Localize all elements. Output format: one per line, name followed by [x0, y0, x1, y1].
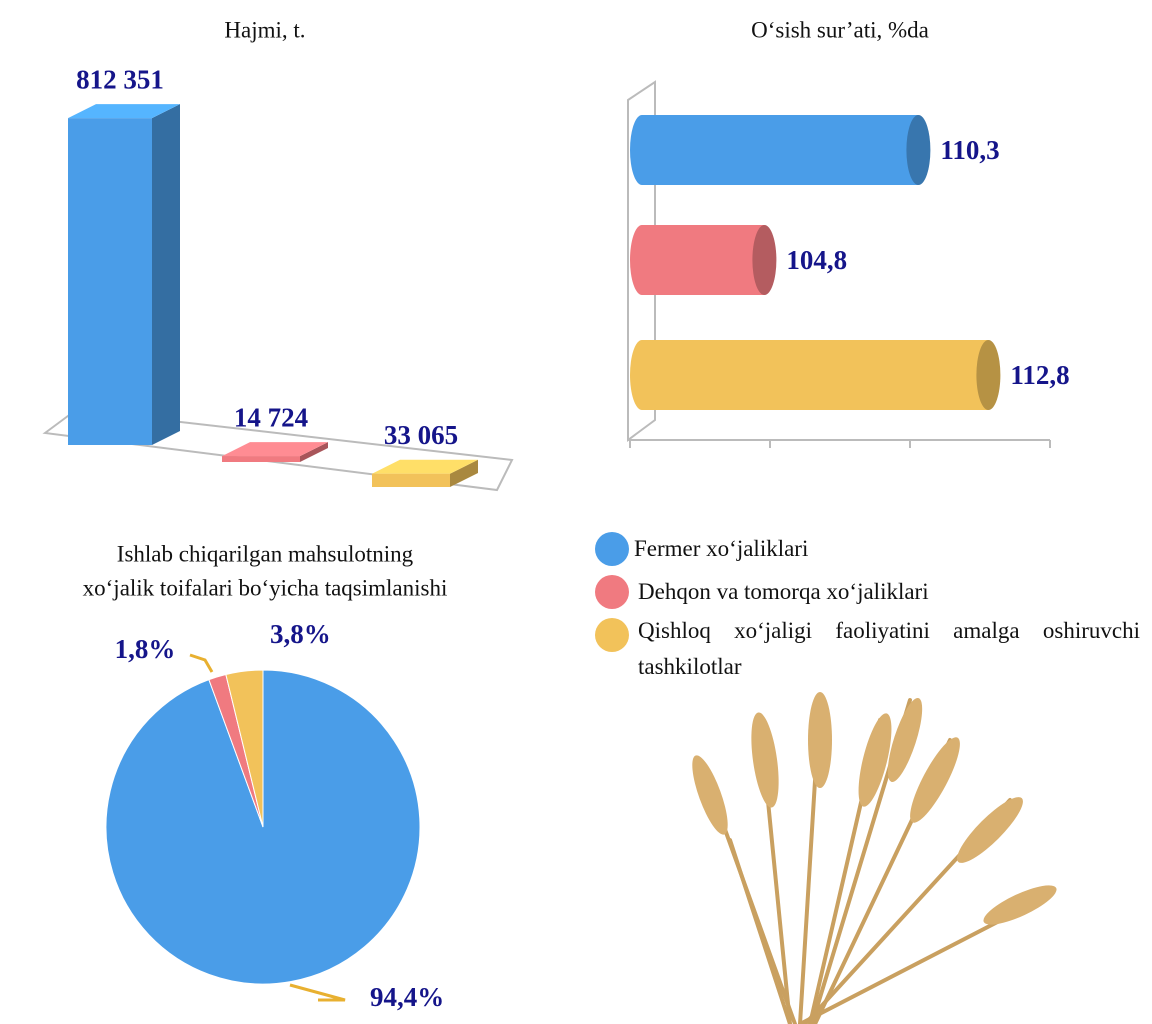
bar — [372, 473, 450, 487]
legend-marker — [595, 532, 629, 566]
leader-line — [289, 983, 346, 1002]
bar-side — [450, 459, 478, 487]
value-label: 14 724 — [234, 402, 308, 432]
bar-top — [372, 459, 478, 474]
bar — [642, 225, 765, 295]
bar — [642, 115, 919, 185]
value-label: 94,4% — [370, 982, 444, 1012]
bar-cap — [976, 340, 1001, 410]
legend-marker — [595, 618, 629, 652]
bar — [642, 340, 989, 410]
pie-slice — [225, 669, 264, 828]
legend-label: Dehqon va tomorqa xo‘jaliklari — [638, 579, 929, 604]
bar-cap — [906, 115, 931, 185]
leader-line — [189, 653, 214, 673]
bar — [68, 118, 152, 445]
bar-side — [152, 104, 180, 445]
bar-top — [222, 442, 328, 457]
legend-label: Fermer xo‘jaliklari — [634, 536, 809, 561]
value-label: 110,3 — [940, 135, 999, 165]
chart-title: O‘sish sur’ati, %da — [751, 17, 929, 42]
bar-floor — [42, 408, 514, 492]
value-label: 33 065 — [384, 420, 458, 450]
bar — [222, 456, 300, 462]
bar-top — [68, 104, 180, 119]
bar-cap — [752, 225, 777, 295]
chart-title: Hajmi, t. — [224, 17, 305, 42]
legend-marker — [595, 575, 629, 609]
chart-title: Ishlab chiqarilgan mahsulotning — [117, 541, 414, 566]
chart-title: xo‘jalik toifalari bo‘yicha taqsimlanish… — [83, 575, 448, 600]
back-wall — [627, 80, 656, 442]
value-label: 104,8 — [786, 245, 847, 275]
value-label: 1,8% — [115, 634, 176, 664]
value-label: 812 351 — [76, 64, 164, 94]
value-label: 3,8% — [270, 619, 331, 649]
value-label: 112,8 — [1010, 360, 1069, 390]
wheat-illustration — [692, 692, 1057, 1024]
legend-label: Qishloq xo‘jaligi faoliyatini amalga osh… — [638, 618, 1140, 679]
bar-side — [300, 442, 328, 462]
